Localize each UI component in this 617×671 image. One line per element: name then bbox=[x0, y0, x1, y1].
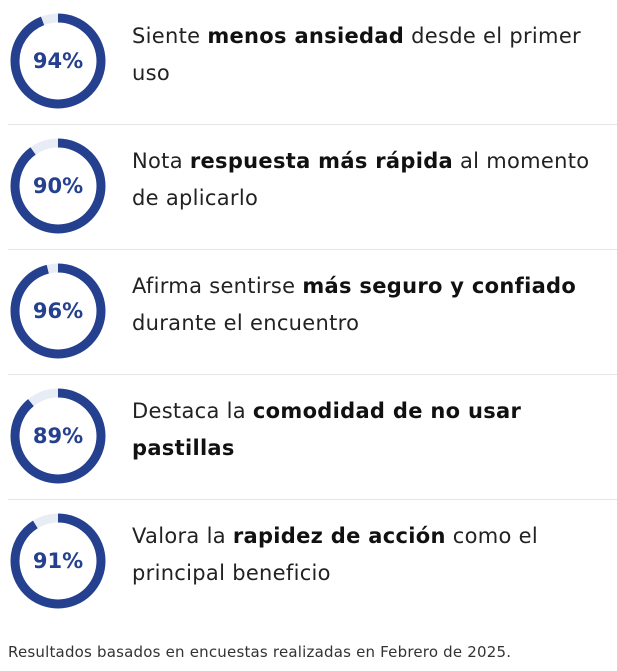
stat-text-highlight: más seguro y confiado bbox=[302, 274, 577, 298]
progress-ring-fill bbox=[10, 388, 106, 484]
stat-text-before: Valora la bbox=[132, 524, 233, 548]
stat-description: Valora la rapidez de acción como el prin… bbox=[132, 518, 614, 592]
progress-ring-fill bbox=[10, 513, 106, 609]
stat-text-after: al momento de aplicarlo bbox=[132, 149, 590, 210]
progress-ring: 90% bbox=[10, 138, 106, 234]
progress-ring-graphic bbox=[10, 388, 106, 484]
stat-text-highlight: respuesta más rápida bbox=[189, 149, 454, 173]
percent-label: 96% bbox=[32, 299, 84, 323]
progress-ring-graphic bbox=[10, 138, 106, 234]
survey-footnote: Resultados basados en encuestas realizad… bbox=[8, 643, 512, 661]
percent-label: 94% bbox=[32, 49, 84, 73]
progress-ring-graphic bbox=[10, 263, 106, 359]
percent-label: 90% bbox=[32, 174, 84, 198]
stat-description: Nota respuesta más rápida al momento de … bbox=[132, 143, 614, 217]
stat-text-after: durante el encuentro bbox=[132, 311, 360, 335]
stat-text-before: Afirma sentirse bbox=[132, 274, 303, 298]
progress-ring: 89% bbox=[10, 388, 106, 484]
progress-ring: 96% bbox=[10, 263, 106, 359]
stat-text-before: Nota bbox=[132, 149, 190, 173]
percent-label: 89% bbox=[32, 424, 84, 448]
stat-row: 94% Siente menos ansiedad desde el prime… bbox=[8, 0, 617, 125]
stat-text-highlight: rapidez de acción bbox=[232, 524, 446, 548]
stat-description: Afirma sentirse más seguro y confiado du… bbox=[132, 268, 614, 342]
stat-text-before: Siente bbox=[132, 24, 208, 48]
stat-description: Siente menos ansiedad desde el primer us… bbox=[132, 18, 614, 92]
progress-ring: 94% bbox=[10, 13, 106, 109]
percent-label: 91% bbox=[32, 549, 84, 573]
stat-row: 91% Valora la rapidez de acción como el … bbox=[8, 500, 617, 625]
stat-text-after: como el principal beneficio bbox=[132, 524, 538, 585]
progress-ring-graphic bbox=[10, 513, 106, 609]
progress-ring: 91% bbox=[10, 513, 106, 609]
stat-row: 96% Afirma sentirse más seguro y confiad… bbox=[8, 250, 617, 375]
progress-ring-graphic bbox=[10, 13, 106, 109]
progress-ring-fill bbox=[10, 263, 106, 359]
stat-description: Destaca la comodidad de no usar pastilla… bbox=[132, 393, 614, 467]
stat-text-after: desde el primer uso bbox=[132, 24, 581, 85]
stat-text-highlight: menos ansiedad bbox=[207, 24, 405, 48]
stat-row: 90% Nota respuesta más rápida al momento… bbox=[8, 125, 617, 250]
stat-text-highlight: comodidad de no usar pastillas bbox=[132, 399, 522, 460]
progress-ring-fill bbox=[10, 138, 106, 234]
stat-row: 89% Destaca la comodidad de no usar past… bbox=[8, 375, 617, 500]
progress-ring-fill bbox=[10, 13, 106, 109]
stat-text-before: Destaca la bbox=[132, 399, 253, 423]
stats-list: 94% Siente menos ansiedad desde el prime… bbox=[8, 0, 617, 625]
